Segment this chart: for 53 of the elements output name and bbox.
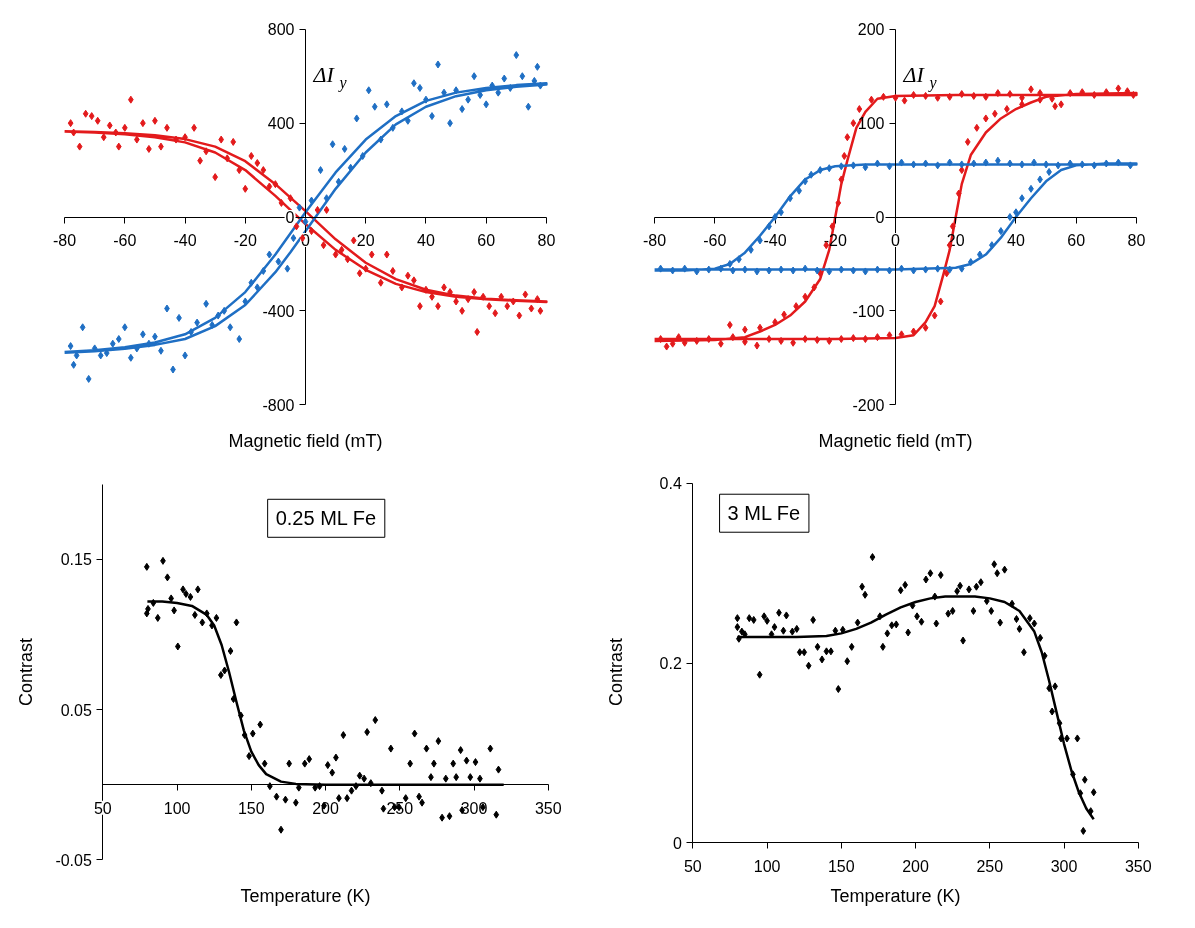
y-tick-label: 100 [857,115,885,133]
x-tick-label: -40 [763,232,787,249]
x-tick-label: 200 [902,857,929,875]
y-tick-label: 0.05 [60,701,92,719]
x-tick-label: -60 [113,232,137,249]
y-tick-label: -400 [262,302,295,320]
annotation: 3 ML Fe [727,502,801,525]
x-tick-label: 350 [1124,857,1152,875]
x-tick-label: 40 [1007,232,1025,249]
y-tick-label: -800 [262,396,295,414]
x-axis-title: Temperature (K) [240,885,371,906]
y-tick-label: 200 [857,21,885,39]
x-tick-label: 40 [417,232,435,249]
y-axis-title: ΔIy [312,61,348,92]
x-tick-label: -20 [233,232,257,249]
y-tick-label: 0 [672,834,682,852]
y-tick-label: 800 [267,21,295,39]
x-tick-label: 60 [477,232,496,249]
x-tick-label: 300 [1050,857,1078,875]
y-axis-title: ΔIy [902,61,938,92]
x-tick-label: -60 [703,232,727,249]
x-tick-label: 0 [891,232,901,249]
x-tick-label: 50 [93,799,112,817]
x-tick-label: 350 [534,799,562,817]
y-tick-label: -200 [852,396,885,414]
x-axis-title: Magnetic field (mT) [818,430,973,451]
x-tick-label: 80 [1127,232,1146,249]
y-tick-label: -0.05 [55,851,92,869]
x-tick-label: -80 [643,232,667,249]
x-tick-label: 80 [537,232,556,249]
x-axis-title: Temperature (K) [830,885,961,906]
y-tick-label: 0.15 [60,551,92,569]
x-tick-label: 150 [827,857,855,875]
x-tick-label: 100 [753,857,781,875]
annotation: 0.25 ML Fe [275,507,377,530]
x-tick-label: -40 [173,232,197,249]
x-tick-label: 150 [237,799,265,817]
x-tick-label: 200 [312,799,339,817]
x-tick-label: -80 [53,232,77,249]
x-tick-label: 50 [683,857,702,875]
y-tick-label: 0.2 [659,655,682,673]
x-tick-label: 20 [356,232,375,249]
y-tick-label: 400 [267,115,295,133]
y-axis-title: Contrast [605,637,626,707]
y-tick-label: -100 [852,302,885,320]
x-tick-label: 100 [163,799,191,817]
y-tick-label: 0 [875,209,885,226]
y-tick-label: 0.4 [659,475,682,493]
x-axis-title: Magnetic field (mT) [228,430,383,451]
x-tick-label: 60 [1067,232,1086,249]
y-axis-title: Contrast [15,637,36,707]
x-tick-label: 250 [976,857,1004,875]
y-tick-label: 0 [285,209,295,226]
